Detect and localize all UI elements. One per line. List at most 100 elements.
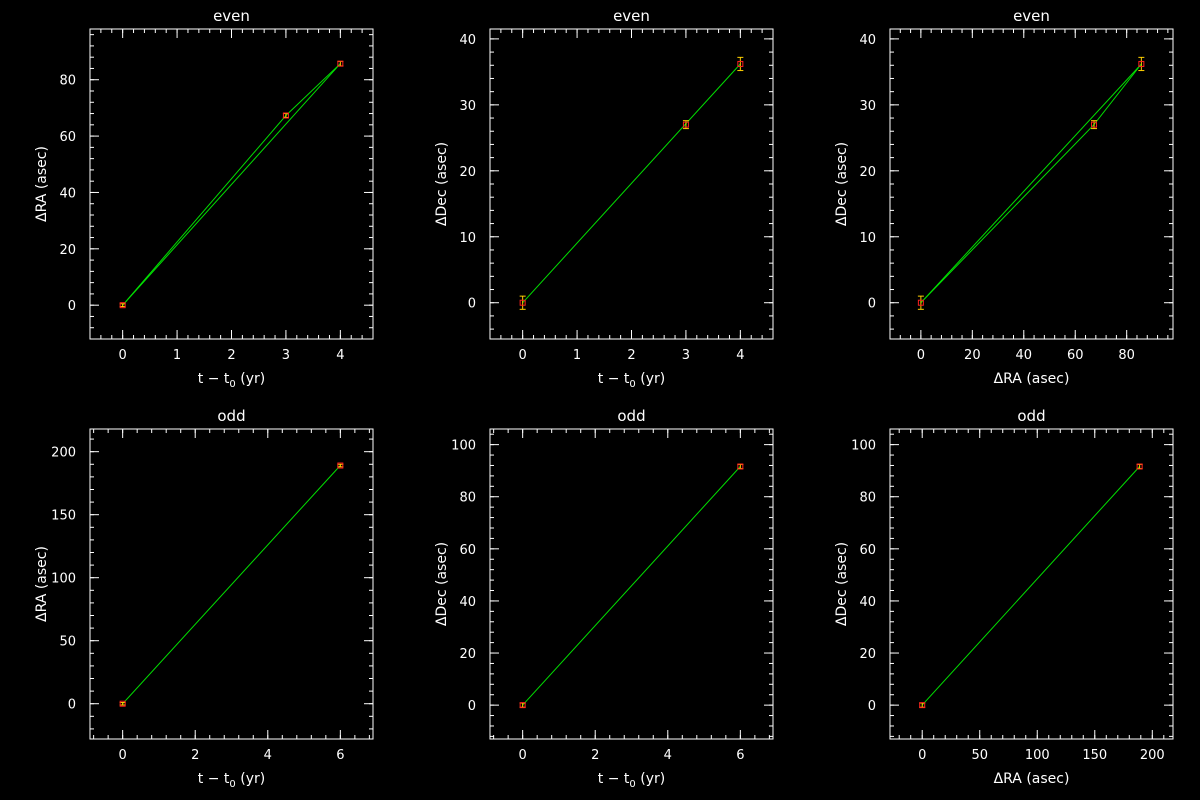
y-tick-label: 30 bbox=[459, 99, 476, 114]
x-tick-label: 0 bbox=[119, 348, 127, 363]
data-point bbox=[519, 702, 526, 709]
plot-frame bbox=[489, 428, 774, 740]
y-tick-label: 20 bbox=[459, 647, 476, 662]
fit-line bbox=[921, 466, 1140, 706]
x-axis-label-text: t − t bbox=[598, 371, 630, 387]
y-tick-label: 0 bbox=[468, 699, 476, 714]
y-tick-label: 20 bbox=[859, 647, 876, 662]
x-tick-label: 6 bbox=[736, 748, 744, 763]
chart-panel: even 0 20 40 60 80 0 10 20 30 40 ΔRA (asec) ΔDec (as… bbox=[834, 7, 1174, 387]
y-axis-label: ΔDec (asec) bbox=[834, 542, 850, 626]
y-tick-label: 40 bbox=[859, 595, 876, 610]
data-point bbox=[337, 462, 344, 469]
y-tick-label: 40 bbox=[859, 33, 876, 48]
fit-line bbox=[122, 465, 341, 705]
x-axis-label-suffix: (yr) bbox=[636, 771, 665, 787]
data-point bbox=[519, 299, 526, 306]
x-axis-label: t − t0 (yr) bbox=[198, 371, 265, 390]
fit-line bbox=[122, 63, 341, 306]
y-tick-label: 0 bbox=[868, 699, 876, 714]
y-tick-label: 20 bbox=[459, 165, 476, 180]
x-axis-label-text: t − t bbox=[198, 371, 230, 387]
x-tick-label: 200 bbox=[1140, 748, 1165, 763]
y-axis-label: ΔDec (asec) bbox=[834, 142, 850, 226]
x-tick-label: 100 bbox=[1025, 748, 1050, 763]
y-tick-label: 20 bbox=[59, 243, 76, 258]
data-point bbox=[1091, 121, 1098, 128]
y-tick-label: 40 bbox=[459, 33, 476, 48]
x-axis-label-suffix: (yr) bbox=[636, 371, 665, 387]
data-point bbox=[337, 60, 344, 67]
y-tick-label: 10 bbox=[459, 231, 476, 246]
y-axis-label: ΔRA (asec) bbox=[34, 146, 50, 222]
y-tick-label: 80 bbox=[459, 491, 476, 506]
x-axis-label-text: ΔRA (asec) bbox=[994, 771, 1070, 787]
x-axis-label: t − t0 (yr) bbox=[198, 771, 265, 790]
fit-line bbox=[522, 466, 741, 706]
y-tick-label: 0 bbox=[68, 299, 76, 314]
x-tick-label: 0 bbox=[119, 748, 127, 763]
x-tick-label: 2 bbox=[627, 348, 635, 363]
x-tick-label: 50 bbox=[971, 748, 988, 763]
y-tick-label: 80 bbox=[59, 74, 76, 89]
x-axis-label-text: t − t bbox=[598, 771, 630, 787]
x-axis-label-text: ΔRA (asec) bbox=[994, 371, 1070, 387]
x-tick-label: 3 bbox=[682, 348, 690, 363]
data-point bbox=[1136, 463, 1143, 470]
x-tick-label: 0 bbox=[519, 748, 527, 763]
x-tick-label: 20 bbox=[964, 348, 981, 363]
y-tick-label: 40 bbox=[59, 186, 76, 201]
x-axis-label-suffix: (yr) bbox=[236, 771, 265, 787]
data-point bbox=[119, 700, 126, 707]
y-tick-label: 0 bbox=[468, 297, 476, 312]
y-tick-label: 200 bbox=[51, 446, 76, 461]
x-tick-label: 3 bbox=[282, 348, 290, 363]
data-point bbox=[282, 112, 289, 119]
panel-title: even bbox=[1013, 7, 1050, 25]
panel-title: odd bbox=[1017, 407, 1045, 425]
panel-title: even bbox=[213, 7, 250, 25]
data-point bbox=[737, 60, 744, 67]
x-axis-label-text: t − t bbox=[198, 771, 230, 787]
x-axis-label: ΔRA (asec) bbox=[994, 371, 1070, 387]
x-tick-label: 0 bbox=[918, 748, 926, 763]
fit-line bbox=[522, 63, 741, 304]
data-point bbox=[682, 121, 689, 128]
panel-title: even bbox=[613, 7, 650, 25]
x-tick-label: 2 bbox=[227, 348, 235, 363]
plot-frame bbox=[89, 428, 374, 740]
x-tick-label: 2 bbox=[191, 748, 199, 763]
x-axis-label-subscript: 0 bbox=[229, 379, 235, 390]
x-tick-label: 40 bbox=[1016, 348, 1033, 363]
y-tick-label: 10 bbox=[859, 231, 876, 246]
y-tick-label: 0 bbox=[868, 297, 876, 312]
x-tick-label: 1 bbox=[573, 348, 581, 363]
plot-frame bbox=[889, 428, 1174, 740]
y-tick-label: 0 bbox=[68, 698, 76, 713]
x-axis-label-subscript: 0 bbox=[629, 379, 635, 390]
data-point bbox=[917, 299, 924, 306]
y-tick-label: 40 bbox=[459, 595, 476, 610]
y-axis-label: ΔDec (asec) bbox=[434, 542, 450, 626]
x-tick-label: 4 bbox=[336, 348, 344, 363]
y-tick-label: 60 bbox=[459, 543, 476, 558]
chart-panel: odd 0 50 100 150 200 0 20 40 60 80 100 ΔRA (asec) ΔDe… bbox=[834, 407, 1174, 787]
y-tick-label: 100 bbox=[451, 439, 476, 454]
x-tick-label: 4 bbox=[264, 748, 272, 763]
x-axis-label: ΔRA (asec) bbox=[994, 771, 1070, 787]
x-axis-label-subscript: 0 bbox=[629, 779, 635, 790]
x-tick-label: 60 bbox=[1067, 348, 1084, 363]
x-tick-label: 2 bbox=[591, 748, 599, 763]
y-tick-label: 50 bbox=[59, 635, 76, 650]
x-tick-label: 4 bbox=[664, 748, 672, 763]
x-axis-label-subscript: 0 bbox=[229, 779, 235, 790]
data-point bbox=[119, 302, 126, 309]
y-tick-label: 150 bbox=[51, 509, 76, 524]
data-point bbox=[919, 702, 926, 709]
data-point bbox=[1138, 60, 1145, 67]
x-tick-label: 150 bbox=[1082, 748, 1107, 763]
